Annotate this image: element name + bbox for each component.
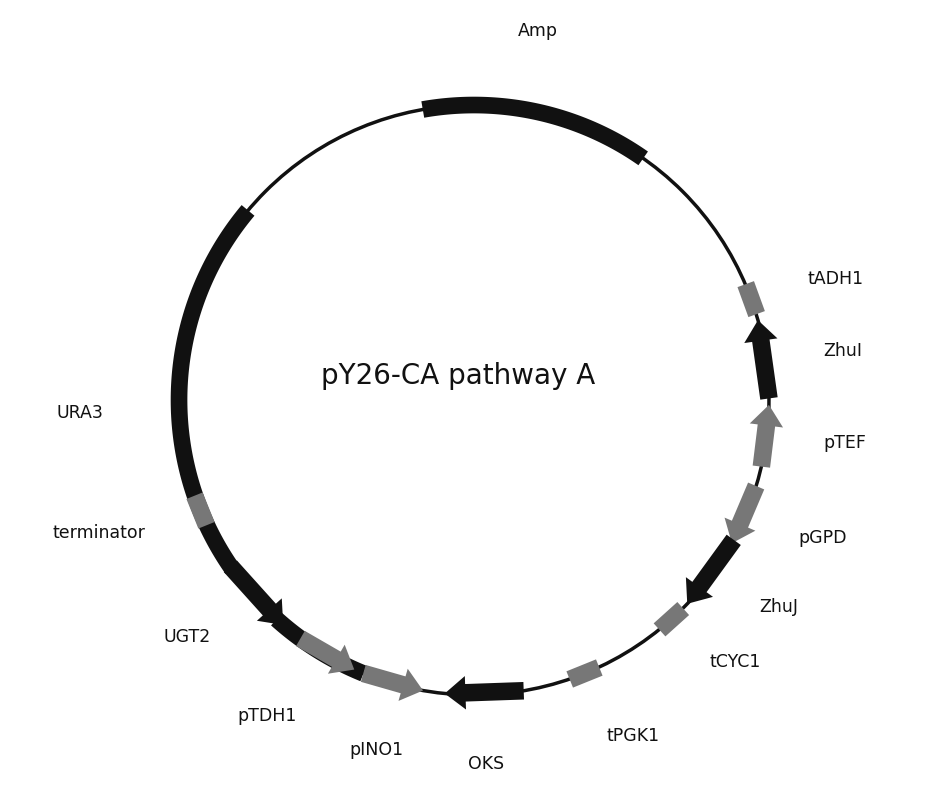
- Text: pTDH1: pTDH1: [237, 707, 297, 726]
- Text: pTEF: pTEF: [824, 434, 866, 452]
- Polygon shape: [187, 493, 214, 529]
- Text: pY26-CA pathway A: pY26-CA pathway A: [321, 362, 595, 390]
- Text: pINO1: pINO1: [349, 741, 403, 759]
- Text: UGT2: UGT2: [163, 628, 210, 646]
- FancyArrow shape: [224, 560, 283, 625]
- Text: Amp: Amp: [519, 22, 558, 40]
- Polygon shape: [654, 602, 689, 636]
- FancyArrow shape: [750, 405, 783, 468]
- FancyArrow shape: [361, 665, 423, 701]
- Polygon shape: [738, 281, 765, 317]
- Text: ZhuI: ZhuI: [823, 342, 862, 360]
- Text: tPGK1: tPGK1: [606, 726, 659, 745]
- Text: OKS: OKS: [468, 754, 504, 773]
- FancyArrow shape: [445, 676, 524, 710]
- FancyArrow shape: [724, 482, 764, 543]
- Text: tADH1: tADH1: [808, 270, 864, 288]
- Polygon shape: [567, 659, 603, 687]
- Text: pGPD: pGPD: [798, 529, 847, 546]
- Text: URA3: URA3: [57, 404, 103, 422]
- FancyArrow shape: [686, 534, 740, 604]
- FancyArrow shape: [296, 631, 355, 674]
- FancyArrow shape: [744, 320, 777, 400]
- Text: terminator: terminator: [52, 524, 145, 542]
- Text: tCYC1: tCYC1: [710, 653, 761, 671]
- Text: ZhuJ: ZhuJ: [759, 598, 798, 616]
